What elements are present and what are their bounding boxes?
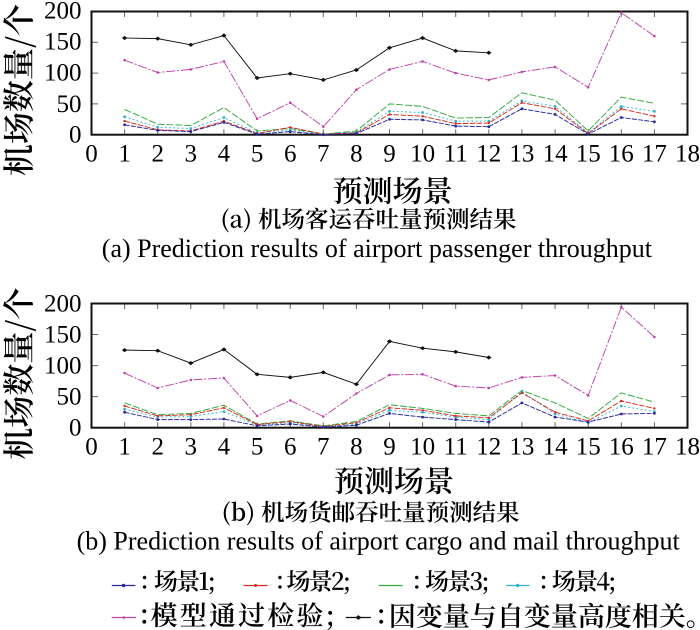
- svg-text:3: 3: [185, 433, 198, 460]
- svg-text:18: 18: [675, 141, 700, 168]
- svg-text:7: 7: [317, 141, 330, 168]
- svg-text:1: 1: [118, 433, 131, 460]
- svg-text:10: 10: [410, 433, 435, 460]
- svg-text:4: 4: [218, 141, 231, 168]
- svg-text:(a) Prediction results of airp: (a) Prediction results of airport passen…: [102, 234, 653, 263]
- svg-text:0: 0: [69, 415, 82, 442]
- svg-text:15: 15: [576, 141, 601, 168]
- svg-text:16: 16: [609, 141, 634, 168]
- svg-text:150: 150: [44, 28, 82, 55]
- svg-text:200: 200: [44, 291, 82, 318]
- svg-text:9: 9: [383, 433, 396, 460]
- svg-text:200: 200: [44, 0, 82, 25]
- svg-text:8: 8: [350, 141, 363, 168]
- svg-text:0: 0: [85, 433, 98, 460]
- svg-text:13: 13: [509, 433, 534, 460]
- svg-text:50: 50: [57, 384, 82, 411]
- svg-text:50: 50: [57, 91, 82, 118]
- svg-text:1: 1: [118, 141, 131, 168]
- svg-text:12: 12: [476, 141, 501, 168]
- svg-text:2: 2: [151, 141, 164, 168]
- svg-text:2: 2: [151, 433, 164, 460]
- svg-text:17: 17: [642, 433, 667, 460]
- svg-text:9: 9: [383, 141, 396, 168]
- svg-text:12: 12: [476, 433, 501, 460]
- svg-text:14: 14: [543, 141, 569, 168]
- svg-text:11: 11: [444, 141, 468, 168]
- svg-text:6: 6: [284, 141, 297, 168]
- svg-text:18: 18: [675, 433, 700, 460]
- svg-text:5: 5: [251, 433, 264, 460]
- svg-text:13: 13: [509, 141, 534, 168]
- svg-text:7: 7: [317, 433, 330, 460]
- svg-text:8: 8: [350, 433, 363, 460]
- svg-text:0: 0: [69, 122, 82, 149]
- svg-text:14: 14: [543, 433, 569, 460]
- svg-text:16: 16: [609, 433, 634, 460]
- svg-text:150: 150: [44, 322, 82, 349]
- svg-text:100: 100: [44, 60, 82, 87]
- svg-text:11: 11: [444, 433, 468, 460]
- svg-text:5: 5: [251, 141, 264, 168]
- svg-text:4: 4: [218, 433, 231, 460]
- svg-text:17: 17: [642, 141, 667, 168]
- svg-text:3: 3: [185, 141, 198, 168]
- svg-text:(b) Prediction results of airp: (b) Prediction results of airport cargo …: [77, 527, 681, 556]
- svg-text:100: 100: [44, 353, 82, 380]
- svg-text:15: 15: [576, 433, 601, 460]
- svg-text:6: 6: [284, 433, 297, 460]
- svg-text:10: 10: [410, 141, 435, 168]
- svg-text:0: 0: [85, 141, 98, 168]
